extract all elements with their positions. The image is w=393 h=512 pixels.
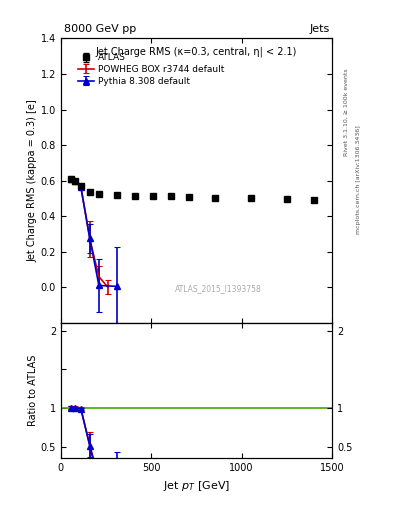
Bar — [79, 407, 83, 409]
Text: ATLAS_2015_I1393758: ATLAS_2015_I1393758 — [175, 284, 262, 293]
Text: Jets: Jets — [309, 24, 329, 34]
Legend: ATLAS, POWHEG BOX r3744 default, Pythia 8.308 default: ATLAS, POWHEG BOX r3744 default, Pythia … — [76, 51, 226, 88]
X-axis label: Jet $p_T$ [GeV]: Jet $p_T$ [GeV] — [163, 479, 230, 493]
Text: mcplots.cern.ch [arXiv:1306.3436]: mcplots.cern.ch [arXiv:1306.3436] — [356, 125, 361, 233]
Text: 8000 GeV pp: 8000 GeV pp — [64, 24, 136, 34]
Text: Rivet 3.1.10, ≥ 100k events: Rivet 3.1.10, ≥ 100k events — [344, 69, 349, 157]
Y-axis label: Jet Charge RMS (kappa = 0.3) [e]: Jet Charge RMS (kappa = 0.3) [e] — [28, 99, 38, 262]
Y-axis label: Ratio to ATLAS: Ratio to ATLAS — [28, 355, 38, 426]
Bar — [73, 407, 77, 409]
Text: Jet Charge RMS (κ=0.3, central, η| < 2.1): Jet Charge RMS (κ=0.3, central, η| < 2.1… — [96, 47, 297, 57]
Bar — [69, 407, 73, 410]
